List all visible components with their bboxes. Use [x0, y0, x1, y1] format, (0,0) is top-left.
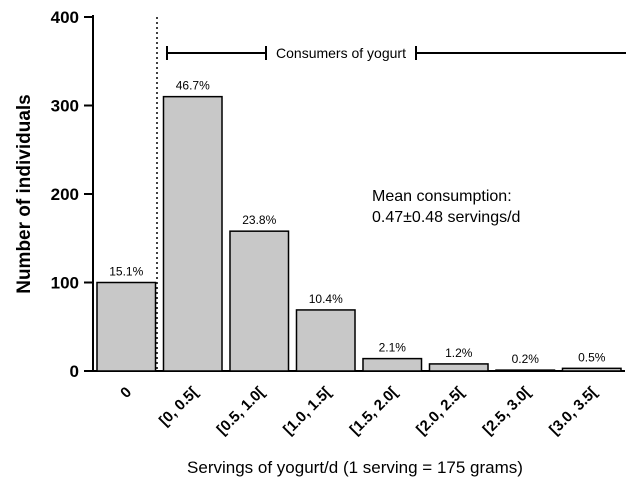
x-axis-label: Servings of yogurt/d (1 serving = 175 gr… [187, 458, 523, 477]
bar [96, 281, 157, 372]
x-tick-label: [3.0, 3.5[ [546, 384, 600, 438]
value-label: 46.7% [176, 79, 210, 93]
value-label: 23.8% [242, 213, 276, 227]
annotation: 0.47±0.48 servings/d [372, 209, 520, 226]
x-tick-label: [2.5, 3.0[ [480, 384, 534, 438]
x-tick-label: [0.5, 1.0[ [214, 384, 268, 438]
x-tick-label: [1.5, 2.0[ [347, 384, 401, 438]
bar [428, 363, 489, 372]
value-label: 0.2% [512, 352, 540, 366]
bar [495, 369, 556, 372]
y-tick-label: 300 [51, 97, 79, 116]
x-tick-label: [1.0, 1.5[ [280, 384, 334, 438]
annotation: Mean consumption: [372, 188, 512, 205]
value-label: 1.2% [445, 346, 473, 360]
y-tick-label: 100 [51, 274, 79, 293]
x-tick-label: [2.0, 2.5[ [413, 384, 467, 438]
y-axis-label: Number of individuals [14, 94, 35, 294]
x-tick-label: [0, 0.5[ [156, 384, 202, 430]
consumers-bracket [166, 46, 626, 60]
x-tick-label: 0 [117, 384, 135, 402]
bar [162, 95, 223, 372]
y-tick-label: 200 [51, 185, 79, 204]
value-label: 0.5% [578, 350, 606, 364]
bar [561, 367, 622, 372]
value-label: 2.1% [379, 341, 407, 355]
bar [295, 309, 356, 372]
y-tick-label: 0 [70, 362, 79, 381]
value-label: 10.4% [309, 292, 343, 306]
bar [229, 230, 290, 372]
annotation: Consumers of yogurt [276, 45, 406, 61]
value-label: 15.1% [109, 265, 143, 279]
y-tick-label: 400 [51, 8, 79, 27]
bar [362, 357, 423, 372]
